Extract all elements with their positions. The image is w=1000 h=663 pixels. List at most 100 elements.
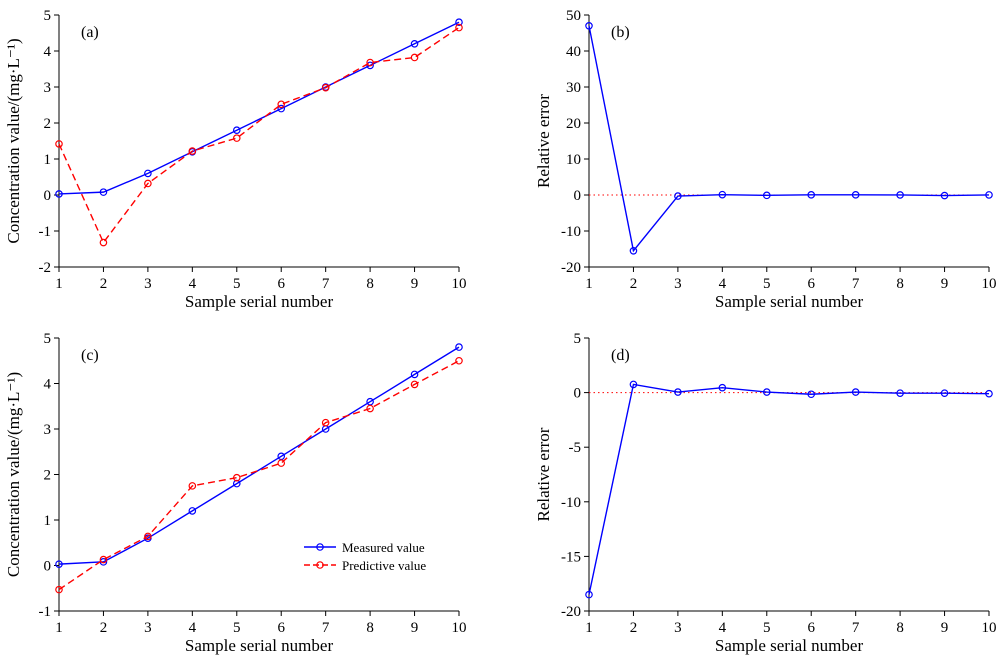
y-tick-label: 20: [566, 116, 581, 132]
y-tick-label: -10: [561, 224, 581, 240]
x-tick-label: 5: [763, 620, 771, 636]
x-tick-label: 5: [233, 276, 241, 292]
data-point: [55, 560, 63, 568]
y-tick-label: 1: [44, 152, 52, 168]
data-point: [807, 390, 816, 399]
y-tick-label: 0: [574, 386, 582, 402]
series-measured-value: [55, 343, 463, 568]
y-tick-label: 5: [44, 8, 52, 24]
x-axis-label: Sample serial number: [185, 636, 334, 655]
x-tick-label: 1: [55, 276, 63, 292]
data-point: [366, 58, 374, 67]
y-tick-label: 40: [566, 44, 581, 60]
y-tick-label: -20: [561, 604, 581, 620]
data-point: [144, 169, 152, 178]
data-point: [674, 192, 682, 200]
y-tick-label: -10: [561, 495, 581, 511]
y-tick-label: 5: [574, 331, 582, 347]
x-tick-label: 10: [452, 620, 467, 636]
data-point: [410, 39, 419, 48]
x-tick-label: 7: [852, 620, 860, 636]
y-tick-label: 1: [44, 513, 52, 529]
x-tick-label: 9: [941, 620, 949, 636]
data-point: [762, 388, 771, 396]
panel-b: -20 -10 0 10 20 30 40 50 1 2 3 4 5 6 7 8 9 10 Sample seria…: [534, 8, 997, 311]
data-point: [718, 190, 727, 199]
data-point: [321, 83, 330, 92]
x-tick-label: 2: [100, 276, 108, 292]
data-point: [585, 590, 593, 599]
panel-c: -1 0 1 2 3 4 5 1 2 3 4 5 6 7 8 9 10 Sample serial number C…: [4, 331, 467, 655]
y-tick-label: 3: [44, 422, 52, 438]
data-point: [629, 380, 638, 389]
x-tick-label: 2: [630, 620, 638, 636]
data-point: [985, 389, 993, 398]
data-point: [807, 191, 816, 199]
x-tick-label: 8: [366, 276, 374, 292]
data-point: [188, 507, 197, 515]
data-point: [851, 388, 860, 396]
x-axis-label: Sample serial number: [715, 636, 864, 655]
x-tick-label: 1: [585, 276, 593, 292]
data-point: [851, 191, 860, 199]
x-tick-label: 7: [852, 276, 860, 292]
data-point: [896, 389, 904, 397]
y-tick-label: 4: [44, 377, 52, 393]
data-point: [99, 188, 108, 196]
x-tick-label: 4: [189, 276, 197, 292]
x-axis-label: Sample serial number: [185, 292, 334, 311]
legend-marker: [316, 561, 324, 569]
x-tick-label: 6: [277, 276, 285, 292]
series-measured-value: [55, 18, 463, 198]
data-point: [144, 532, 152, 541]
y-tick-label: 2: [44, 116, 52, 132]
data-point: [455, 23, 463, 32]
data-point: [188, 482, 197, 490]
series-predictive-value: [55, 23, 463, 247]
y-tick-label: 30: [566, 80, 581, 96]
data-point: [585, 21, 593, 30]
series-relative-error: [585, 21, 993, 255]
series-relative-error: [585, 380, 993, 599]
data-point: [985, 191, 993, 199]
data-point: [410, 53, 419, 62]
x-tick-label: 3: [674, 620, 682, 636]
data-point: [410, 370, 419, 379]
y-tick-label: 10: [566, 152, 581, 168]
x-tick-label: 3: [674, 276, 682, 292]
data-point: [940, 191, 949, 200]
x-tick-label: 9: [411, 276, 419, 292]
x-tick-label: 9: [411, 620, 419, 636]
data-point: [940, 389, 949, 397]
data-point: [366, 404, 374, 413]
series-line: [58, 21, 460, 195]
y-axis-label: Concentration value/(mg·L⁻¹): [4, 38, 23, 243]
x-tick-label: 2: [630, 276, 638, 292]
x-tick-label: 8: [896, 620, 904, 636]
data-point: [718, 383, 727, 392]
series-line: [588, 25, 990, 253]
data-point: [896, 191, 904, 199]
data-point: [232, 473, 241, 482]
panel-label: (d): [611, 347, 630, 364]
data-point: [410, 380, 419, 389]
x-tick-label: 4: [719, 620, 727, 636]
x-tick-label: 3: [144, 620, 152, 636]
x-tick-label: 4: [189, 620, 197, 636]
y-tick-label: 4: [44, 44, 52, 60]
y-tick-label: 0: [44, 188, 52, 204]
panel-label: (a): [81, 24, 99, 41]
data-point: [277, 100, 286, 109]
data-point: [321, 418, 330, 427]
legend-marker: [316, 543, 324, 551]
series-predictive-value: [55, 356, 463, 594]
x-tick-label: 7: [322, 276, 330, 292]
panel-label: (c): [81, 347, 99, 364]
data-point: [762, 191, 771, 200]
y-axis-label: Concentration value/(mg·L⁻¹): [4, 372, 23, 577]
x-tick-label: 9: [941, 276, 949, 292]
x-tick-label: 1: [55, 620, 63, 636]
y-tick-label: 3: [44, 80, 52, 96]
y-tick-label: 5: [44, 331, 52, 347]
